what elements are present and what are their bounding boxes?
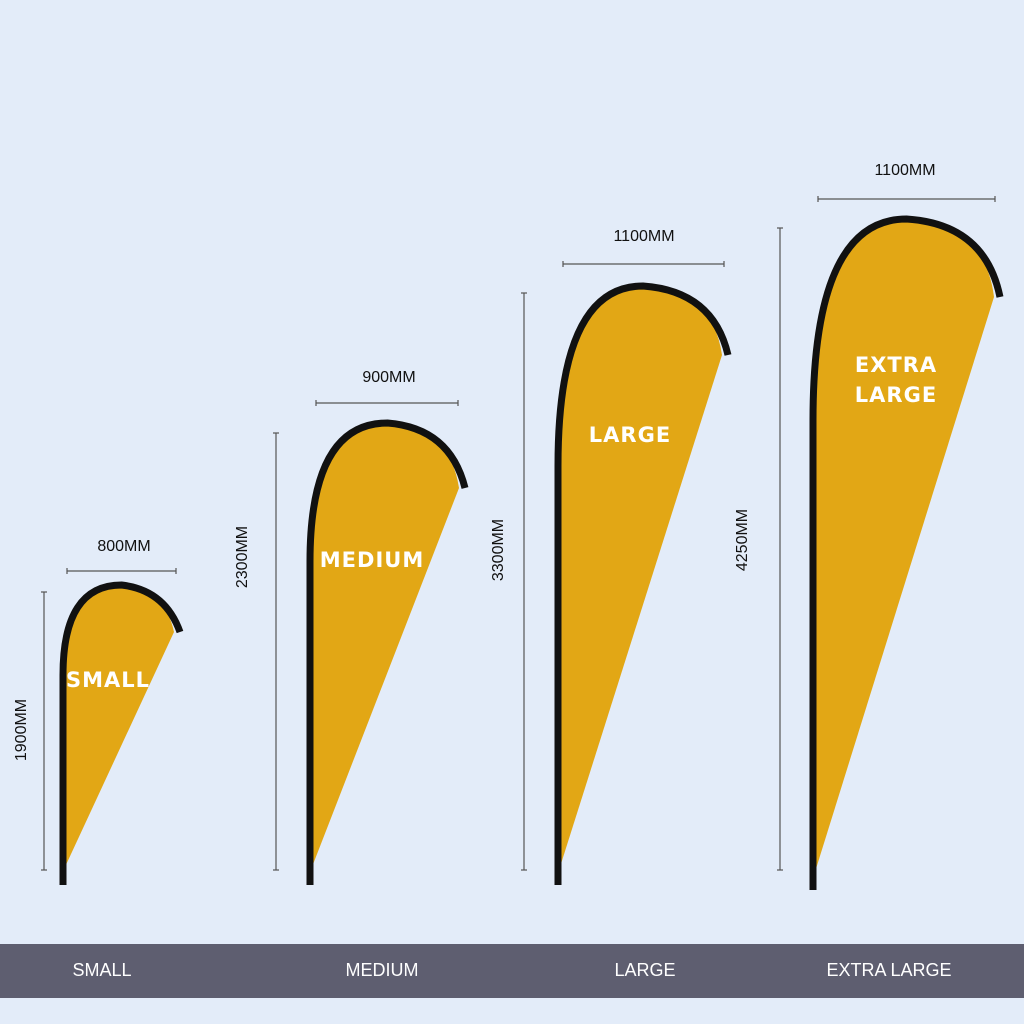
flag-fabric — [558, 286, 722, 867]
flag-pole — [554, 282, 732, 885]
height-label: 2300MM — [234, 526, 251, 588]
width-label: 1100MM — [613, 228, 674, 245]
footer-label: MEDIUM — [346, 960, 419, 980]
flag-fabric — [63, 585, 174, 867]
flag-text: EXTRA — [855, 353, 937, 377]
footer-label: SMALL — [72, 960, 131, 980]
width-label: 800MM — [97, 538, 150, 555]
height-label: 1900MM — [13, 699, 30, 761]
width-label: 1100MM — [874, 162, 935, 179]
footer-bar — [0, 944, 1024, 998]
height-label: 4250MM — [734, 509, 751, 571]
flag-text: LARGE — [589, 423, 671, 447]
flag-text: SMALL — [66, 668, 150, 692]
footer-label: LARGE — [614, 960, 675, 980]
flag-text: MEDIUM — [320, 548, 424, 572]
width-label: 900MM — [362, 369, 415, 386]
flag-fabric — [310, 423, 459, 867]
flag-fabric — [813, 219, 994, 872]
flag-pole — [809, 215, 1004, 890]
height-label: 3300MM — [490, 519, 507, 581]
flag-pole — [306, 419, 469, 885]
flag-text: LARGE — [855, 383, 937, 407]
footer-label: EXTRA LARGE — [826, 960, 951, 980]
flag-pole — [59, 581, 184, 885]
